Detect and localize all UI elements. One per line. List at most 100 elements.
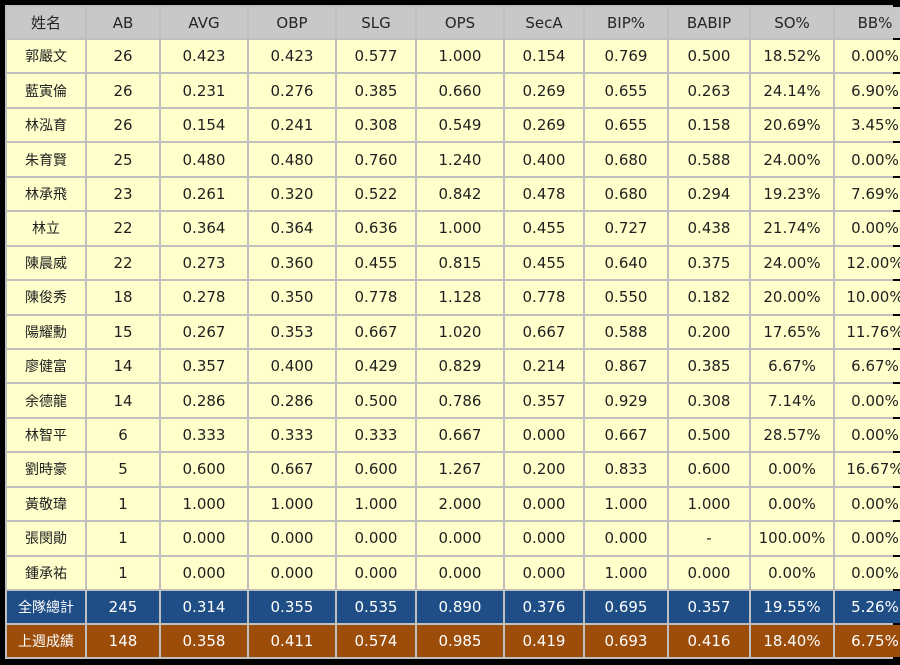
stat-cell-avg: 0.423	[161, 40, 247, 73]
stat-cell-slg: 0.429	[337, 349, 415, 383]
player-name-cell: 陳晨威	[7, 246, 85, 280]
table-row: 朱育賢 25 0.480 0.480 0.760 1.240 0.400 0.680 0.588…	[7, 143, 900, 176]
table-row: 陳俊秀 18 0.278 0.350 0.778 1.128 0.778 0.550 0.182…	[7, 281, 900, 314]
stat-cell-bip-pct: 0.867	[585, 349, 667, 383]
stat-cell-seca: 0.455	[505, 212, 583, 245]
stat-cell-slg: 0.333	[337, 418, 415, 452]
table-row: 鍾承祐 1 0.000 0.000 0.000 0.000 0.000 1.000 0.000 0…	[7, 556, 900, 589]
stat-cell-obp: 0.320	[249, 177, 335, 211]
column-header-babip[interactable]: BABIP	[669, 7, 749, 38]
stat-cell-bip-pct: 0.727	[585, 212, 667, 245]
stat-cell-obp: 0.400	[249, 349, 335, 383]
column-header-avg[interactable]: AVG	[161, 7, 247, 38]
player-name-cell: 余德龍	[7, 384, 85, 417]
stat-cell-seca: 0.269	[505, 74, 583, 107]
column-header-ab[interactable]: AB	[87, 7, 159, 38]
column-header-seca[interactable]: SecA	[505, 7, 583, 38]
stat-cell-so-pct: 6.67%	[751, 349, 833, 383]
team-total-babip: 0.357	[669, 591, 749, 623]
stat-cell-slg: 0.600	[337, 453, 415, 486]
table-row: 林承飛 23 0.261 0.320 0.522 0.842 0.478 0.680 0.294…	[7, 177, 900, 211]
team-total-seca: 0.376	[505, 591, 583, 623]
player-name-cell: 黃敬瑋	[7, 487, 85, 521]
stat-cell-bip-pct: 0.655	[585, 74, 667, 107]
last-week-so-pct: 18.40%	[751, 625, 833, 657]
stat-cell-bip-pct: 0.655	[585, 108, 667, 142]
stat-cell-ab: 1	[87, 487, 159, 521]
stat-cell-bip-pct: 0.640	[585, 246, 667, 280]
stat-cell-so-pct: 0.00%	[751, 487, 833, 521]
stat-cell-so-pct: 28.57%	[751, 418, 833, 452]
stat-cell-ops: 2.000	[417, 487, 503, 521]
last-week-ab: 148	[87, 625, 159, 657]
stat-cell-ops: 0.660	[417, 74, 503, 107]
stat-cell-so-pct: 20.69%	[751, 108, 833, 142]
stat-cell-ops: 0.000	[417, 522, 503, 555]
column-header-obp[interactable]: OBP	[249, 7, 335, 38]
team-total-ab: 245	[87, 591, 159, 623]
stat-cell-obp: 0.353	[249, 315, 335, 348]
stat-cell-avg: 0.364	[161, 212, 247, 245]
stat-cell-bb-pct: 0.00%	[835, 418, 900, 452]
column-header-so-pct[interactable]: SO%	[751, 7, 833, 38]
stat-cell-ab: 26	[87, 74, 159, 107]
team-total-bip-pct: 0.695	[585, 591, 667, 623]
column-header-slg[interactable]: SLG	[337, 7, 415, 38]
stat-cell-avg: 1.000	[161, 487, 247, 521]
stat-cell-bb-pct: 16.67%	[835, 453, 900, 486]
stat-cell-obp: 0.276	[249, 74, 335, 107]
stat-cell-bip-pct: 0.769	[585, 40, 667, 73]
player-name-cell: 張閔勛	[7, 522, 85, 555]
stat-cell-obp: 0.000	[249, 522, 335, 555]
table-row: 廖健富 14 0.357 0.400 0.429 0.829 0.214 0.867 0.385…	[7, 349, 900, 383]
stat-cell-obp: 0.360	[249, 246, 335, 280]
stat-cell-ab: 26	[87, 108, 159, 142]
player-name-cell: 林泓育	[7, 108, 85, 142]
team-total-label: 全隊總計	[7, 591, 85, 623]
stat-cell-bb-pct: 0.00%	[835, 522, 900, 555]
stat-cell-bip-pct: 0.588	[585, 315, 667, 348]
stat-cell-so-pct: 100.00%	[751, 522, 833, 555]
column-header-bip-pct[interactable]: BIP%	[585, 7, 667, 38]
header-row: 姓名 AB AVG OBP SLG OPS SecA BIP% BABIP SO…	[7, 7, 900, 38]
last-week-bip-pct: 0.693	[585, 625, 667, 657]
player-name-cell: 陽耀勳	[7, 315, 85, 348]
player-name-cell: 廖健富	[7, 349, 85, 383]
stat-cell-slg: 0.636	[337, 212, 415, 245]
stat-cell-obp: 1.000	[249, 487, 335, 521]
stat-cell-obp: 0.667	[249, 453, 335, 486]
stat-cell-bip-pct: 0.550	[585, 281, 667, 314]
stat-cell-bb-pct: 6.90%	[835, 74, 900, 107]
stat-cell-babip: 0.375	[669, 246, 749, 280]
last-week-avg: 0.358	[161, 625, 247, 657]
stat-cell-babip: 0.308	[669, 384, 749, 417]
stat-cell-so-pct: 21.74%	[751, 212, 833, 245]
stat-cell-slg: 0.455	[337, 246, 415, 280]
player-name-cell: 陳俊秀	[7, 281, 85, 314]
column-header-bb-pct[interactable]: BB%	[835, 7, 900, 38]
stat-cell-ops: 0.815	[417, 246, 503, 280]
player-name-cell: 郭嚴文	[7, 40, 85, 73]
table-row: 余德龍 14 0.286 0.286 0.500 0.786 0.357 0.929 0.308…	[7, 384, 900, 417]
stat-cell-ab: 23	[87, 177, 159, 211]
team-total-ops: 0.890	[417, 591, 503, 623]
stat-cell-seca: 0.200	[505, 453, 583, 486]
stat-cell-ab: 1	[87, 556, 159, 589]
stat-cell-ops: 0.549	[417, 108, 503, 142]
stat-cell-ops: 0.786	[417, 384, 503, 417]
team-total-obp: 0.355	[249, 591, 335, 623]
column-header-ops[interactable]: OPS	[417, 7, 503, 38]
team-total-avg: 0.314	[161, 591, 247, 623]
stat-cell-bip-pct: 0.680	[585, 143, 667, 176]
stat-cell-bb-pct: 0.00%	[835, 556, 900, 589]
stat-cell-ops: 0.842	[417, 177, 503, 211]
stat-cell-ab: 14	[87, 384, 159, 417]
stat-cell-seca: 0.000	[505, 487, 583, 521]
column-header-name[interactable]: 姓名	[7, 7, 85, 38]
stat-cell-babip: 0.182	[669, 281, 749, 314]
stat-cell-seca: 0.455	[505, 246, 583, 280]
stat-cell-ab: 1	[87, 522, 159, 555]
table-row: 林泓育 26 0.154 0.241 0.308 0.549 0.269 0.655 0.158…	[7, 108, 900, 142]
stat-cell-so-pct: 24.00%	[751, 246, 833, 280]
stat-cell-ab: 22	[87, 246, 159, 280]
